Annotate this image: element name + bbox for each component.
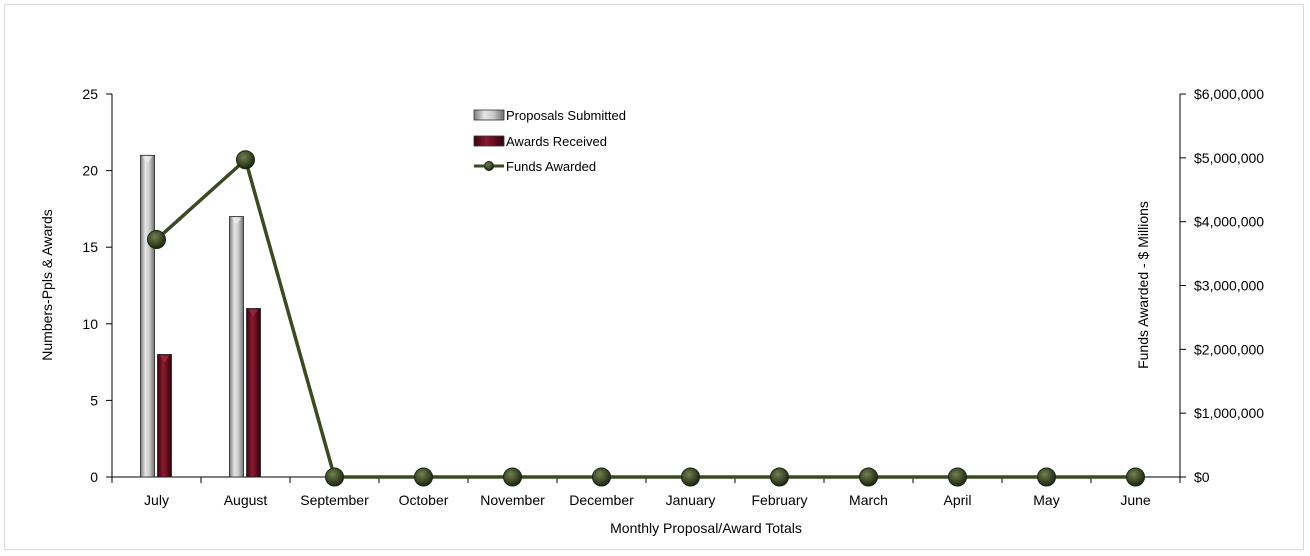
funds-awarded-point — [414, 467, 433, 487]
x-tick-label: March — [849, 492, 888, 508]
funds-awarded-point — [325, 467, 344, 487]
x-tick-label: April — [943, 492, 971, 508]
y2-axis-title: Funds Awarded - $ Millions — [1135, 201, 1151, 369]
x-tick-label: September — [300, 492, 369, 508]
bar-awards-received-top — [159, 355, 170, 363]
x-tick-label: December — [569, 492, 634, 508]
funds-awarded-line — [155, 157, 1136, 479]
y2-tick-label: $1,000,000 — [1194, 405, 1264, 421]
bar-proposals-submitted — [229, 216, 244, 478]
y2-tick-label: $0 — [1194, 469, 1210, 485]
x-tick-label: June — [1120, 492, 1151, 508]
funds-awarded-point — [1037, 467, 1056, 487]
funds-awarded-point — [681, 467, 700, 487]
funds-awarded-point — [859, 467, 878, 487]
funds-awarded-point — [948, 467, 967, 487]
x-axis-title: Monthly Proposal/Award Totals — [610, 520, 802, 536]
x-tick-label: November — [480, 492, 545, 508]
y-tick-label: 5 — [90, 392, 98, 408]
funds-awarded-point — [503, 467, 522, 487]
bar-awards-received — [246, 308, 261, 478]
funds-awarded-point — [770, 467, 789, 487]
x-tick-label: January — [666, 492, 716, 508]
bar-awards-received — [157, 354, 172, 478]
y-tick-label: 10 — [82, 316, 98, 332]
legend-swatch-proposals — [473, 109, 505, 121]
x-tick-label: October — [399, 492, 449, 508]
legend-swatch-awards — [473, 135, 505, 147]
legend-label-funds: Funds Awarded — [506, 159, 596, 174]
x-tick-label: February — [751, 492, 807, 508]
y2-tick-label: $4,000,000 — [1194, 214, 1264, 230]
funds-awarded-point — [1126, 467, 1145, 487]
x-tick-label: July — [144, 492, 169, 508]
bar-proposals-submitted-top — [231, 217, 242, 225]
x-tick-label: May — [1033, 492, 1059, 508]
y-tick-label: 0 — [90, 469, 98, 485]
x-tick-label: August — [224, 492, 268, 508]
bar-awards-received-top — [248, 309, 259, 317]
funds-awarded-point — [147, 230, 166, 250]
bar-proposals-submitted-top — [142, 156, 153, 164]
funds-awarded-point — [236, 150, 255, 170]
y-tick-label: 25 — [82, 86, 98, 102]
legend-label-awards: Awards Received — [506, 134, 607, 149]
y-axis-title: Numbers-Ppls & Awards — [39, 209, 55, 360]
y2-tick-label: $2,000,000 — [1194, 341, 1264, 357]
bar-proposals-submitted — [140, 154, 155, 478]
y2-tick-label: $5,000,000 — [1194, 150, 1264, 166]
y-tick-label: 20 — [82, 163, 98, 179]
y2-tick-label: $3,000,000 — [1194, 278, 1264, 294]
chart-frame — [4, 4, 1304, 550]
legend-marker-funds — [484, 161, 494, 171]
legend-label-proposals: Proposals Submitted — [506, 108, 626, 123]
y2-tick-label: $6,000,000 — [1194, 86, 1264, 102]
funds-awarded-point — [592, 467, 611, 487]
y-tick-label: 15 — [82, 239, 98, 255]
